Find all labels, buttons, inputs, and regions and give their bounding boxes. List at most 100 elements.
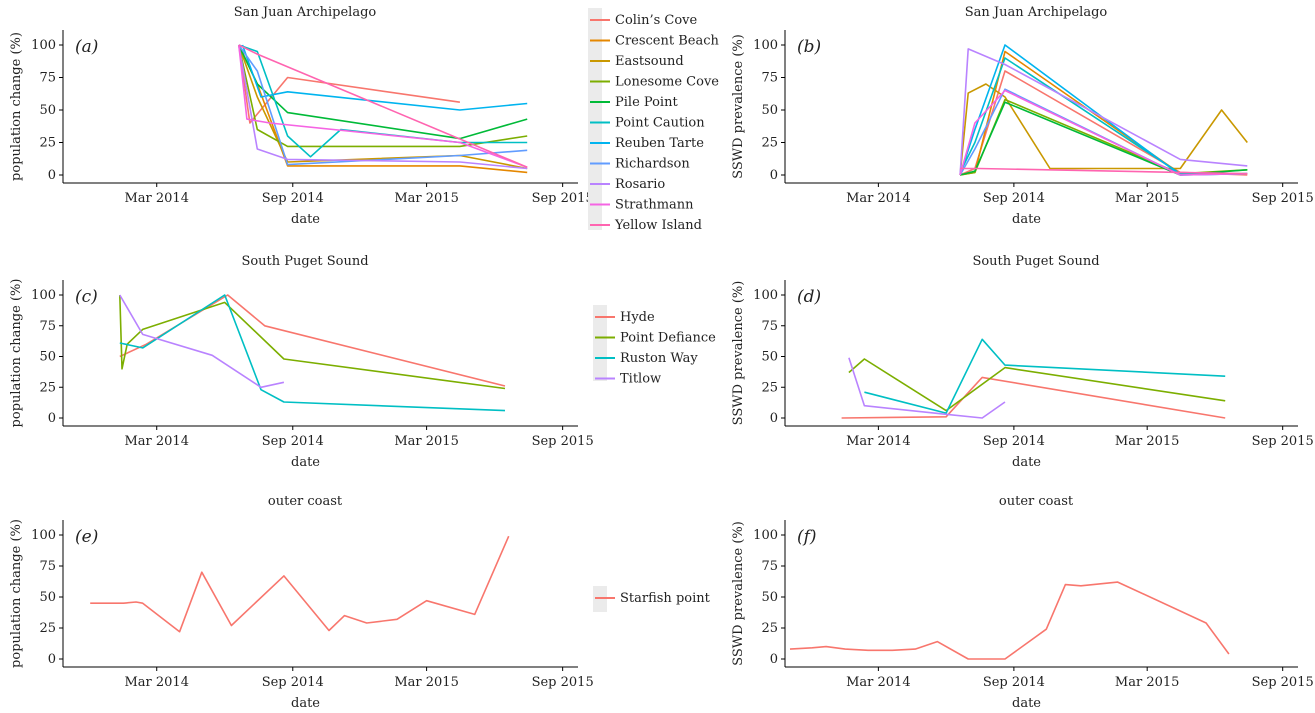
series-line-yellow-island <box>960 167 1248 175</box>
y-tick-label: 50 <box>761 103 778 118</box>
y-axis-label: population change (%) <box>9 279 24 428</box>
y-axis-label: SSWD prevalence (%) <box>731 281 746 426</box>
legend-entry-label: Strathmann <box>615 198 694 213</box>
y-axis-label: population change (%) <box>9 519 24 668</box>
x-tick-label: Sep 2015 <box>532 191 594 206</box>
panel-letter: (c) <box>75 287 98 307</box>
x-tick-label: Sep 2014 <box>983 434 1045 449</box>
series-line-point-caution <box>238 44 528 158</box>
x-tick-label: Mar 2015 <box>1115 434 1180 449</box>
series-line-ruston-way <box>864 338 1226 414</box>
x-tick-label: Sep 2015 <box>532 434 594 449</box>
x-tick-label: Mar 2014 <box>124 675 189 690</box>
y-tick-label: 25 <box>761 136 778 151</box>
series-line-starfish-point <box>789 581 1230 660</box>
legend: Colin’s Cove Crescent Beach Eastsound Lones… <box>588 8 720 233</box>
y-tick-label: 75 <box>761 71 778 86</box>
x-tick-label: Sep 2015 <box>1252 191 1314 206</box>
x-axis-label: date <box>1012 455 1041 470</box>
chart-panel-a: San Juan Archipelago 0 25 50 75 100 Mar 2014 Se… <box>9 5 594 227</box>
series-line-rosario <box>238 44 528 170</box>
x-tick-label: Sep 2014 <box>262 434 324 449</box>
panel-letter: (b) <box>797 37 821 57</box>
y-tick-label: 50 <box>761 350 778 365</box>
y-tick-label: 50 <box>39 590 56 605</box>
y-tick-label: 100 <box>753 38 778 53</box>
x-tick-label: Sep 2015 <box>532 675 594 690</box>
panel-title: South Puget Sound <box>972 254 1099 269</box>
series-line-starfish-point <box>90 535 510 633</box>
legend-entry-label: Eastsound <box>615 54 684 69</box>
x-tick-label: Mar 2015 <box>394 191 459 206</box>
series-line-titlow <box>848 357 1006 419</box>
y-tick-label: 0 <box>770 168 778 183</box>
series-line-reuben-tarte <box>241 44 528 111</box>
legend-key-background <box>593 305 607 381</box>
legend-key-background <box>588 8 602 230</box>
x-axis-label: date <box>291 212 320 227</box>
x-tick-label: Sep 2014 <box>983 675 1045 690</box>
legend-entry-label: Starfish point <box>620 591 711 606</box>
chart-panel-d: South Puget Sound 0 25 50 75 100 Mar 2014 Sep 2… <box>731 254 1314 470</box>
y-tick-label: 100 <box>31 288 56 303</box>
series-line-colin-s-cove <box>238 44 461 124</box>
series-line-eastsound <box>238 44 528 170</box>
panel-title: outer coast <box>999 494 1074 509</box>
y-tick-label: 0 <box>48 411 56 426</box>
y-tick-label: 100 <box>31 528 56 543</box>
x-axis-label: date <box>1012 696 1041 711</box>
y-tick-label: 0 <box>770 652 778 667</box>
x-tick-label: Sep 2015 <box>1252 675 1314 690</box>
x-tick-label: Mar 2014 <box>846 191 911 206</box>
x-tick-label: Mar 2015 <box>1115 675 1180 690</box>
x-tick-label: Mar 2015 <box>394 675 459 690</box>
series-line-ruston-way <box>119 294 506 412</box>
legend-entry-label: Hyde <box>620 310 655 325</box>
y-axis-label: SSWD prevalence (%) <box>731 521 746 666</box>
y-axis-label: SSWD prevalence (%) <box>731 34 746 179</box>
panel-letter: (e) <box>75 527 98 547</box>
y-tick-label: 25 <box>39 136 56 151</box>
x-tick-label: Sep 2014 <box>983 191 1045 206</box>
y-tick-label: 75 <box>761 319 778 334</box>
y-tick-label: 100 <box>753 528 778 543</box>
panel-title: South Puget Sound <box>241 254 368 269</box>
legend-entry-label: Pile Point <box>615 95 678 110</box>
legend-entry-label: Titlow <box>620 372 661 387</box>
x-axis-label: date <box>291 696 320 711</box>
legend-entry-label: Rosario <box>615 177 665 192</box>
legend-entry-label: Crescent Beach <box>615 34 720 49</box>
y-tick-label: 0 <box>48 652 56 667</box>
y-tick-label: 75 <box>39 319 56 334</box>
x-tick-label: Mar 2015 <box>394 434 459 449</box>
series-line-rosario <box>959 48 1248 176</box>
x-axis-label: date <box>1012 212 1041 227</box>
x-tick-label: Sep 2015 <box>1252 434 1314 449</box>
legend: Hyde Point Defiance Ruston Way Titlow <box>593 305 716 387</box>
legend-entry-label: Colin’s Cove <box>615 13 698 28</box>
x-tick-label: Mar 2014 <box>124 191 189 206</box>
x-tick-label: Mar 2014 <box>124 434 189 449</box>
y-tick-label: 25 <box>761 380 778 395</box>
y-tick-label: 75 <box>39 71 56 86</box>
legend-entry-label: Ruston Way <box>620 351 698 366</box>
chart-panel-f: outer coast 0 25 50 75 100 Mar 2014 Sep 2014 Mar… <box>731 494 1314 711</box>
y-tick-label: 0 <box>48 168 56 183</box>
panel-letter: (a) <box>75 37 98 57</box>
legend-entry-label: Yellow Island <box>614 218 702 233</box>
y-tick-label: 25 <box>761 621 778 636</box>
series-line-strathmann <box>959 89 1248 176</box>
chart-panel-b: San Juan Archipelago 0 25 50 75 100 Mar 2014 Se… <box>731 5 1314 227</box>
series-line-eastsound <box>959 83 1248 176</box>
series-line-strathmann <box>238 44 528 168</box>
x-tick-label: Sep 2014 <box>262 675 324 690</box>
y-tick-label: 25 <box>39 621 56 636</box>
y-tick-label: 0 <box>770 411 778 426</box>
series-line-point-caution <box>959 57 1248 175</box>
series-line-hyde <box>119 294 506 387</box>
series-line-point-defiance <box>119 294 506 390</box>
y-tick-label: 75 <box>761 559 778 574</box>
series-line-yellow-island <box>238 44 528 168</box>
panel-title: San Juan Archipelago <box>234 5 377 20</box>
